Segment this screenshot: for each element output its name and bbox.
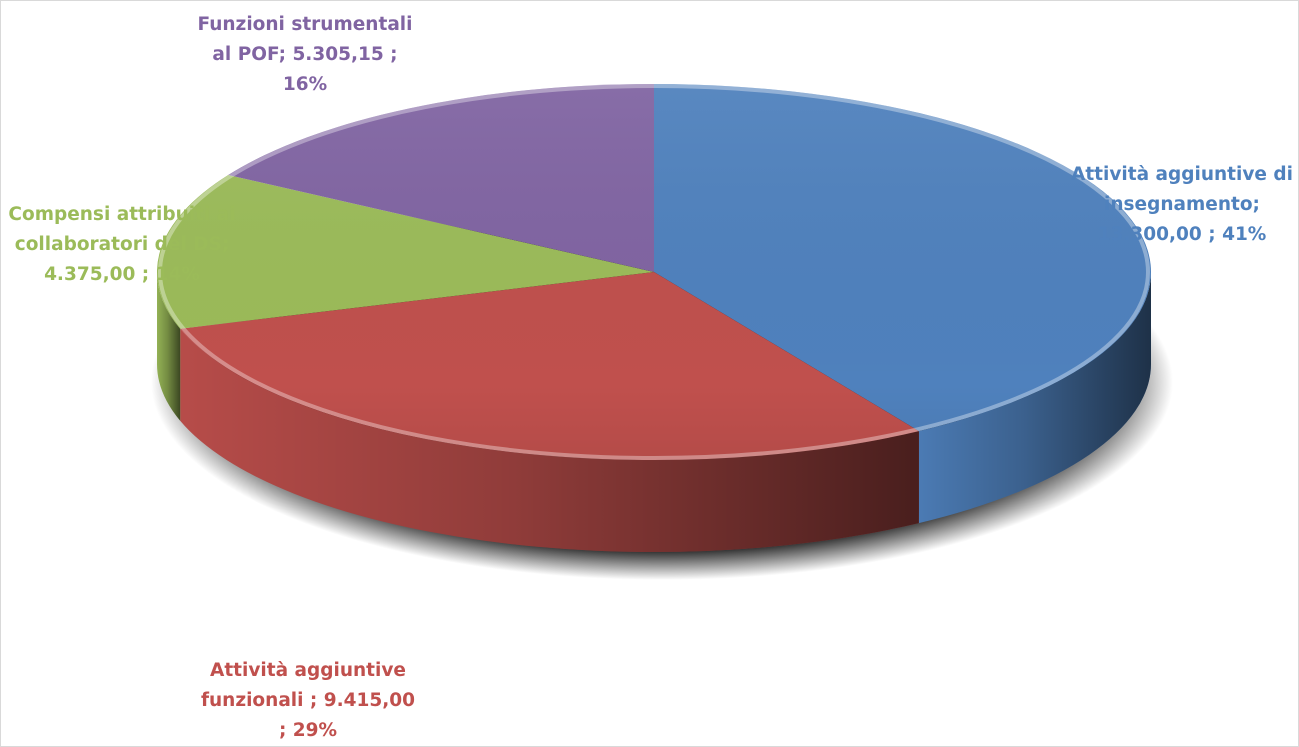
pie-top-shade [157, 84, 1151, 460]
data-label-line: Attività aggiuntive di [1071, 164, 1293, 185]
data-label-line: Funzioni strumentali [198, 14, 413, 35]
pie-side-shade-2 [157, 272, 181, 421]
pie-side-shade-1 [180, 328, 919, 552]
data-label-line: funzionali ; 9.415,00 [201, 690, 415, 711]
pie-rim-highlight [158, 84, 1150, 460]
data-label-line: Attività aggiuntive [210, 660, 406, 681]
data-label-line: al POF; 5.305,15 ; [212, 44, 397, 65]
data-label-line: ; 29% [279, 720, 337, 741]
pie-side-shade-0 [918, 272, 1151, 524]
data-label-line: 13.300,00 ; 41% [1098, 224, 1267, 245]
data-label-line: 16% [283, 74, 327, 95]
data-label-line: Compensi attribuiti ai [8, 204, 235, 225]
data-label-line: insegnamento; [1104, 194, 1260, 215]
data-label-1: Attività aggiuntive funzionali ; 9.415,00… [201, 660, 415, 741]
data-label-line: 4.375,00 ; 14% [44, 264, 200, 285]
data-label-2: Compensi attribuiti ai collaboratori del … [8, 204, 235, 285]
data-label-0: Attività aggiuntive di insegnamento; 13.30… [1071, 164, 1293, 245]
data-label-3: Funzioni strumentali al POF; 5.305,15 ; 16… [198, 14, 413, 95]
data-label-line: collaboratori del DS; [15, 234, 230, 255]
